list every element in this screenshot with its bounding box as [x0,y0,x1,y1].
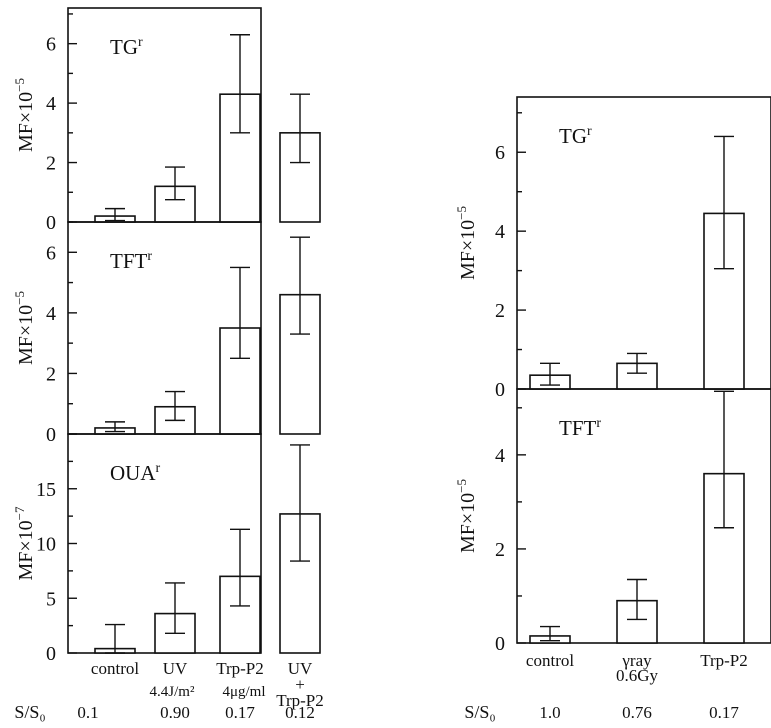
survival-value: 0.76 [622,703,652,722]
y-axis-label-text: MF×10 [457,220,479,280]
survival-value: 1.0 [539,703,560,722]
marker-label: TFTr [110,249,152,273]
survival-value: 0.17 [709,703,739,722]
marker-label-text: TFT [559,416,597,440]
y-tick-label: 2 [495,539,505,561]
marker-label-superscript: r [138,35,143,50]
y-axis-label-exponent: −5 [12,78,27,92]
subplot-left-tg: 0 2 4 6 MF×10−5 TGr [12,7,321,234]
y-tick-label: 6 [46,242,56,264]
subplot-right-tg: 0 2 4 6 MF×10−5 TGr [454,96,771,401]
marker-label-superscript: r [587,124,592,139]
marker-label-text: TG [559,124,587,148]
y-axis-label-exponent: −7 [12,506,27,520]
dose-label: 4μg/ml [222,684,265,700]
subplot-left-oua: 0 5 10 15 MF×10−7 OUAr [12,433,321,665]
marker-label: TGr [559,124,592,148]
x-category-label: 0.6Gy [616,666,659,685]
marker-label-superscript: r [596,416,601,431]
marker-label: TGr [110,35,143,59]
y-tick-label: 4 [495,221,505,243]
y-tick-label: 0 [46,643,56,665]
subplot-left-tft: 0 2 4 6 MF×10−5 TFTr [12,221,321,446]
y-tick-label: 6 [495,142,505,164]
y-axis-label: MF×10−7 [12,506,37,581]
y-axis-label-exponent: −5 [12,291,27,305]
marker-label-text: TFT [110,249,148,273]
survival-label: S/S₀ [464,702,495,722]
x-category-label: UV [163,659,188,678]
y-tick-label: 15 [36,479,56,501]
y-axis-label-text: MF×10 [15,520,37,580]
marker-label: TFTr [559,416,601,440]
x-category-label: UV [288,659,313,678]
y-tick-label: 4 [46,93,56,115]
y-axis-label-text: MF×10 [15,92,37,152]
marker-label-superscript: r [156,461,161,476]
survival-value: 0.90 [160,703,190,722]
y-tick-label: 0 [495,379,505,401]
x-category-label: control [91,659,139,678]
y-axis-label: MF×10−5 [454,479,479,553]
x-category-label: + [295,675,305,694]
survival-value: 0.17 [225,703,255,722]
y-tick-label: 2 [46,363,56,385]
x-category-label: control [526,651,574,670]
marker-label-text: OUA [110,461,156,485]
dose-label: 4.4J/m² [150,684,195,700]
bar [219,93,261,223]
y-axis-label-exponent: −5 [454,206,469,220]
x-category-label: Trp-P2 [216,659,264,678]
y-tick-label: 2 [46,153,56,175]
y-tick-label: 0 [46,424,56,446]
x-category-label: γray [621,651,652,670]
y-axis-label: MF×10−5 [12,291,37,365]
x-category-label: Trp-P2 [700,651,748,670]
y-tick-label: 4 [495,445,505,467]
y-tick-label: 0 [46,212,56,234]
y-tick-label: 2 [495,300,505,322]
y-tick-label: 4 [46,303,56,325]
y-tick-label: 10 [36,534,56,556]
y-tick-label: 0 [495,633,505,655]
y-tick-label: 5 [46,588,56,610]
marker-label-superscript: r [147,249,152,264]
survival-value: 0.12 [285,703,315,722]
survival-label: S/S₀ [14,702,45,722]
x-category-label: Trp-P2 [276,691,324,710]
marker-label-text: TG [110,35,138,59]
subplot-right-tft: 0 2 4 MF×10−5 TFTr [454,388,771,655]
y-axis-label: MF×10−5 [12,78,37,152]
y-tick-label: 6 [46,34,56,56]
y-axis-label-text: MF×10 [15,305,37,365]
survival-value: 0.1 [77,703,98,722]
chart-panel-left: 0246MF×10−5TGr0246MF×10−5TFTr051015MF×10… [12,7,324,722]
marker-label: OUAr [110,461,161,485]
y-axis-label: MF×10−5 [454,206,479,280]
y-axis-label-text: MF×10 [457,493,479,553]
y-axis-label-exponent: −5 [454,479,469,493]
